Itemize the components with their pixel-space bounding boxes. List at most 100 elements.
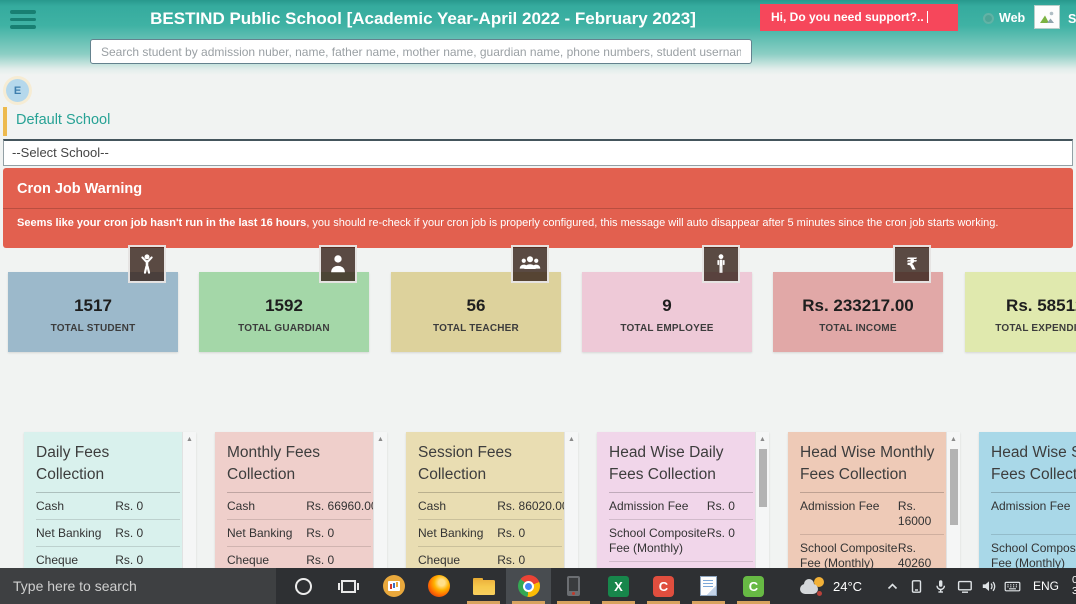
phone-device-button[interactable] — [551, 568, 596, 604]
scroll-up-icon[interactable]: ▲ — [568, 436, 575, 443]
web-link[interactable]: Web — [983, 11, 1025, 25]
fee-row: Cheque Rs. 0 — [418, 547, 562, 568]
cron-warning-message: Seems like your cron job hasn't run in t… — [17, 217, 999, 229]
money-manager-button[interactable] — [371, 568, 416, 604]
camtasia-button[interactable]: C — [641, 568, 686, 604]
task-view-button[interactable] — [326, 568, 371, 604]
fee-row-value: Rs. 0 — [306, 553, 335, 568]
card-monthly-fees-collection: Monthly Fees Collection Cash Rs. 66960.00… — [215, 432, 387, 568]
card-scrollbar[interactable]: ▲ — [373, 432, 387, 568]
fee-row: School Composite Fee (Monthly) Rs. 0 — [609, 520, 753, 563]
fee-row-label: Admission Fee — [800, 499, 880, 514]
person-icon — [319, 245, 357, 283]
stat-label: TOTAL TEACHER — [433, 323, 519, 334]
scroll-up-icon[interactable]: ▲ — [377, 436, 384, 443]
language-indicator[interactable]: ENG — [1033, 579, 1060, 593]
microphone-icon[interactable] — [932, 578, 949, 594]
taskbar-search-input[interactable] — [0, 568, 276, 604]
network-monitor-icon[interactable] — [956, 578, 973, 594]
card-head-wise-daily-fees: Head Wise Daily Fees Collection Admissio… — [597, 432, 769, 568]
keyboard-icon[interactable] — [1004, 578, 1021, 594]
fee-row-value: Rs. 0 — [497, 553, 526, 568]
child-icon — [128, 245, 166, 283]
phone-device-icon — [567, 576, 580, 596]
taskbar-apps: X C C — [281, 568, 776, 604]
fee-row: Admission Fee Rs. 16000 — [800, 493, 944, 536]
page-title: BESTIND Public School [Academic Year-Apr… — [150, 9, 696, 28]
stat-label: TOTAL EMPLOYEE — [620, 323, 714, 334]
card-title: Head Wise Monthly Fees Collection — [800, 444, 935, 483]
fee-row: Cash Rs. 66960.00 — [227, 493, 378, 521]
speaker-icon[interactable] — [980, 578, 997, 594]
clock[interactable]: 07: 31- — [1072, 573, 1076, 597]
fee-row-label: Admission Fee — [991, 499, 1071, 514]
notepad-button[interactable] — [686, 568, 731, 604]
fee-row-value: Rs. 86020.00 — [497, 499, 569, 514]
fee-row: Net Banking Rs. 0 — [418, 520, 562, 548]
scroll-up-icon[interactable]: ▲ — [950, 436, 957, 443]
broken-image-icon — [1034, 5, 1060, 29]
fee-row: Cheque Rs. 0 — [36, 547, 180, 568]
fee-row: School Composite Fee (Monthly)Rs. 56820 — [991, 535, 1076, 568]
file-explorer-button[interactable] — [461, 568, 506, 604]
student-search-input[interactable] — [90, 39, 752, 64]
stat-value: 9 — [662, 296, 672, 315]
fee-row: Net Banking Rs. 0 — [227, 520, 371, 548]
card-title: Head Wise Session Fees Collection — [991, 444, 1076, 483]
accent-bar — [3, 107, 7, 136]
fee-row-label: Net Banking — [36, 526, 102, 541]
card-scrollbar[interactable]: ▲ — [946, 432, 960, 568]
money-manager-icon — [382, 575, 405, 597]
stat-card-total-guardian: 1592 TOTAL GUARDIAN — [199, 245, 369, 352]
stat-card-total-student: 1517 TOTAL STUDENT — [8, 245, 178, 352]
web-dot-icon — [983, 12, 994, 24]
scroll-thumb[interactable] — [758, 449, 767, 507]
chrome-button[interactable] — [506, 568, 551, 604]
school-select-dropdown[interactable]: --Select School-- — [3, 139, 1073, 166]
stat-value: Rs. 233217.00 — [802, 296, 914, 315]
support-button[interactable]: Hi, Do you need support?.. — [760, 4, 958, 31]
avatar[interactable]: E — [6, 79, 29, 102]
card-scrollbar[interactable]: ▲ — [564, 432, 578, 568]
firefox-button[interactable] — [416, 568, 461, 604]
task-view-icon — [338, 579, 359, 593]
camtasia-recorder-button[interactable]: C — [731, 568, 776, 604]
group-icon — [511, 245, 549, 283]
stat-label: TOTAL STUDENT — [50, 323, 136, 334]
hamburger-menu-icon[interactable] — [10, 10, 36, 29]
fee-row-label: Cash — [418, 499, 447, 514]
fee-row-label: School Composite Fee (Monthly) — [800, 541, 898, 568]
fee-row-value: Rs. 0 — [115, 526, 144, 541]
weather-widget[interactable]: 24°C — [800, 568, 862, 604]
stat-card-total-employee: 9 TOTAL EMPLOYEE — [582, 245, 752, 352]
card-head-wise-session-fees: Head Wise Session Fees Collection Admiss… — [979, 432, 1076, 568]
taskbar-search[interactable] — [0, 568, 276, 604]
fee-row-value: Rs. 0 — [306, 526, 335, 541]
fee-row-label: Cheque — [227, 553, 270, 568]
card-scrollbar[interactable]: ▲ — [182, 432, 196, 568]
excel-button[interactable]: X — [596, 568, 641, 604]
card-scrollbar[interactable]: ▲ — [755, 432, 769, 568]
scroll-up-icon[interactable]: ▲ — [186, 436, 193, 443]
cortana-button[interactable] — [281, 568, 326, 604]
card-title: Monthly Fees Collection — [227, 444, 321, 483]
system-tray: ENG 07: 31- — [884, 568, 1076, 604]
card-daily-fees-collection: Daily Fees Collection Cash Rs. 0 Net Banki… — [24, 432, 196, 568]
fee-row: Cash Rs. 86020.00 — [418, 493, 569, 521]
scroll-up-icon[interactable]: ▲ — [759, 436, 766, 443]
cron-warning-alert: Cron Job Warning Seems like your cron jo… — [3, 168, 1073, 248]
default-school-label: Default School — [16, 112, 111, 128]
standing-person-icon — [702, 245, 740, 283]
fee-row-value: Rs. 0 — [706, 526, 735, 541]
chevron-up-icon[interactable] — [884, 578, 901, 594]
fee-row: School Composite Fee (Monthly) Rs. 40260 — [800, 535, 944, 568]
app-header: BESTIND Public School [Academic Year-Apr… — [0, 0, 1076, 75]
stat-label: TOTAL GUARDIAN — [238, 323, 330, 334]
tablet-icon[interactable] — [908, 578, 925, 594]
clipped-username-text: S — [1068, 12, 1076, 26]
card-head-wise-monthly-fees: Head Wise Monthly Fees Collection Admiss… — [788, 432, 960, 568]
camtasia-icon: C — [653, 575, 674, 597]
fee-row-label: Net Banking — [227, 526, 293, 541]
scroll-thumb[interactable] — [949, 449, 958, 525]
